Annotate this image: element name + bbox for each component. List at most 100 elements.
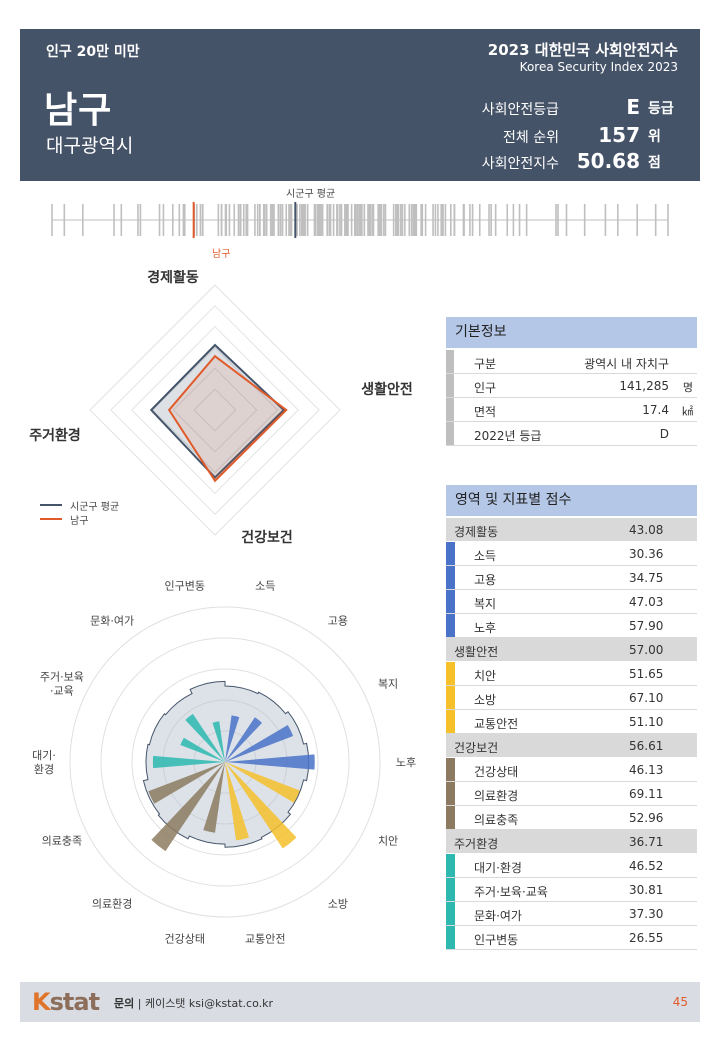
section-score: 43.08 (629, 523, 664, 537)
basic-info-title: 기본정보 (446, 317, 697, 348)
ranking-strip: 시군구 평균 남구 (20, 185, 700, 265)
metric-value: 50.68 (576, 149, 640, 173)
basic-value: 광역시 내 자치구 (584, 357, 669, 371)
section-score: 57.00 (629, 643, 664, 657)
radar-grid (151, 346, 279, 474)
basic-info-row: 구분 광역시 내 자치구 (446, 350, 697, 374)
basic-unit: ㎢ (682, 405, 693, 418)
contact-text[interactable]: | 케이스탯 ksi@kstat.co.kr (137, 997, 274, 1010)
strip-chart (51, 202, 669, 238)
indicator-score: 69.11 (629, 787, 664, 801)
contact-label: 문의 (114, 997, 135, 1010)
indicator-name: 소방 (474, 693, 497, 707)
indicator-score: 46.13 (629, 763, 664, 777)
section-score: 36.71 (629, 835, 664, 849)
indicator-row: 복지 47.03 (446, 590, 697, 614)
page-footer: Kstat 문의 | 케이스탯 ksi@kstat.co.kr 45 (20, 982, 700, 1022)
indicator-name: 건강상태 (474, 765, 519, 779)
basic-key: 구분 (474, 357, 497, 371)
polar-sector (212, 721, 225, 762)
polar-label: 의료충족 (42, 835, 82, 848)
radar-grid (110, 305, 320, 515)
indicator-score: 26.55 (629, 931, 664, 945)
kstat-logo: Kstat (32, 988, 100, 1016)
row-bar (446, 782, 455, 805)
indicator-score: 30.81 (629, 883, 664, 897)
metric-unit: 점 (648, 155, 661, 171)
polar-label: 교통안전 (245, 932, 285, 945)
row-bar (446, 686, 455, 709)
row-bar (446, 662, 455, 685)
metric-label: 전체 순위 (503, 130, 559, 146)
radar-grid (172, 367, 258, 453)
indicator-name: 문화·여가 (474, 909, 522, 923)
polar-sector (152, 755, 225, 769)
indicator-row: 소득 30.36 (446, 542, 697, 566)
indicator-name: 교통안전 (474, 717, 519, 731)
legend-label: 남구 (70, 515, 89, 527)
row-bar (446, 590, 455, 613)
polar-sector (203, 762, 225, 833)
basic-unit: 명 (682, 381, 693, 394)
polar-sector (225, 762, 250, 841)
indicator-name: 의료충족 (474, 813, 519, 827)
indicator-name: 노후 (474, 621, 497, 635)
basic-key: 면적 (474, 405, 497, 419)
row-bar (446, 902, 455, 925)
basic-value: 141,285 (619, 379, 669, 393)
row-bar (446, 398, 454, 421)
indicator-score: 30.36 (629, 547, 664, 561)
polar-sector (225, 754, 315, 770)
radar-axis-label: 주거환경 (29, 427, 81, 444)
polar-label: 의료환경 (92, 898, 132, 911)
indicator-score: 51.10 (629, 715, 664, 729)
polar-label: 건강상태 (164, 932, 204, 945)
basic-info-row: 면적 17.4 ㎢ (446, 398, 697, 422)
polar-label: 문화·여가 (90, 614, 134, 627)
polar-sector (151, 762, 225, 852)
legend-swatch (40, 518, 62, 520)
report-subtitle: Korea Security Index 2023 (519, 60, 678, 74)
polar-label: 인구변동 (164, 580, 204, 593)
section-name: 건강보건 (454, 741, 499, 755)
indicator-name: 대기·환경 (474, 861, 522, 875)
polar-label: 복지 (378, 677, 398, 690)
polar-sector (225, 762, 300, 803)
indicator-name: 소득 (474, 549, 497, 563)
polar-label: 주거·보육 ·교육 (40, 670, 84, 697)
row-bar (446, 374, 454, 397)
radar-legend: 시군구 평균 남구 (40, 498, 119, 527)
polar-label: 대기· 환경 (32, 749, 56, 776)
section-row-safety: 생활안전 57.00 (446, 638, 697, 662)
metric-grade: 사회안전등급 E 등급 (380, 95, 680, 119)
polar-sector (185, 713, 225, 762)
radar-series-region (167, 354, 288, 483)
polar-sector (148, 762, 225, 804)
row-bar (446, 614, 455, 637)
metric-label: 사회안전지수 (481, 156, 559, 172)
indicator-score: 46.52 (629, 859, 664, 873)
row-bar (446, 710, 455, 733)
indicator-row: 의료충족 52.96 (446, 806, 697, 830)
polar-label: 소방 (328, 898, 348, 911)
radar-grid (89, 284, 341, 536)
report-title: 2023 대한민국 사회안전지수 (487, 41, 678, 59)
basic-value: D (659, 427, 669, 441)
row-bar (446, 854, 455, 877)
row-bar (446, 806, 455, 829)
indicator-name: 인구변동 (474, 933, 519, 947)
row-bar (446, 926, 455, 949)
polar-grid-ring (100, 637, 350, 887)
region-name: 남구 (44, 90, 113, 131)
section-name: 주거환경 (454, 837, 499, 851)
indicator-name: 의료환경 (474, 789, 519, 803)
indicator-row: 건강상태 46.13 (446, 758, 697, 782)
basic-info-row: 2022년 등급 D (446, 422, 697, 446)
basic-value: 17.4 (642, 403, 669, 417)
legend-item-average: 시군구 평균 (40, 498, 119, 513)
indicator-row: 노후 57.90 (446, 614, 697, 638)
legend-swatch (40, 504, 62, 506)
metric-value: 157 (598, 123, 640, 147)
row-bar (446, 566, 455, 589)
legend-item-region: 남구 (40, 512, 119, 527)
